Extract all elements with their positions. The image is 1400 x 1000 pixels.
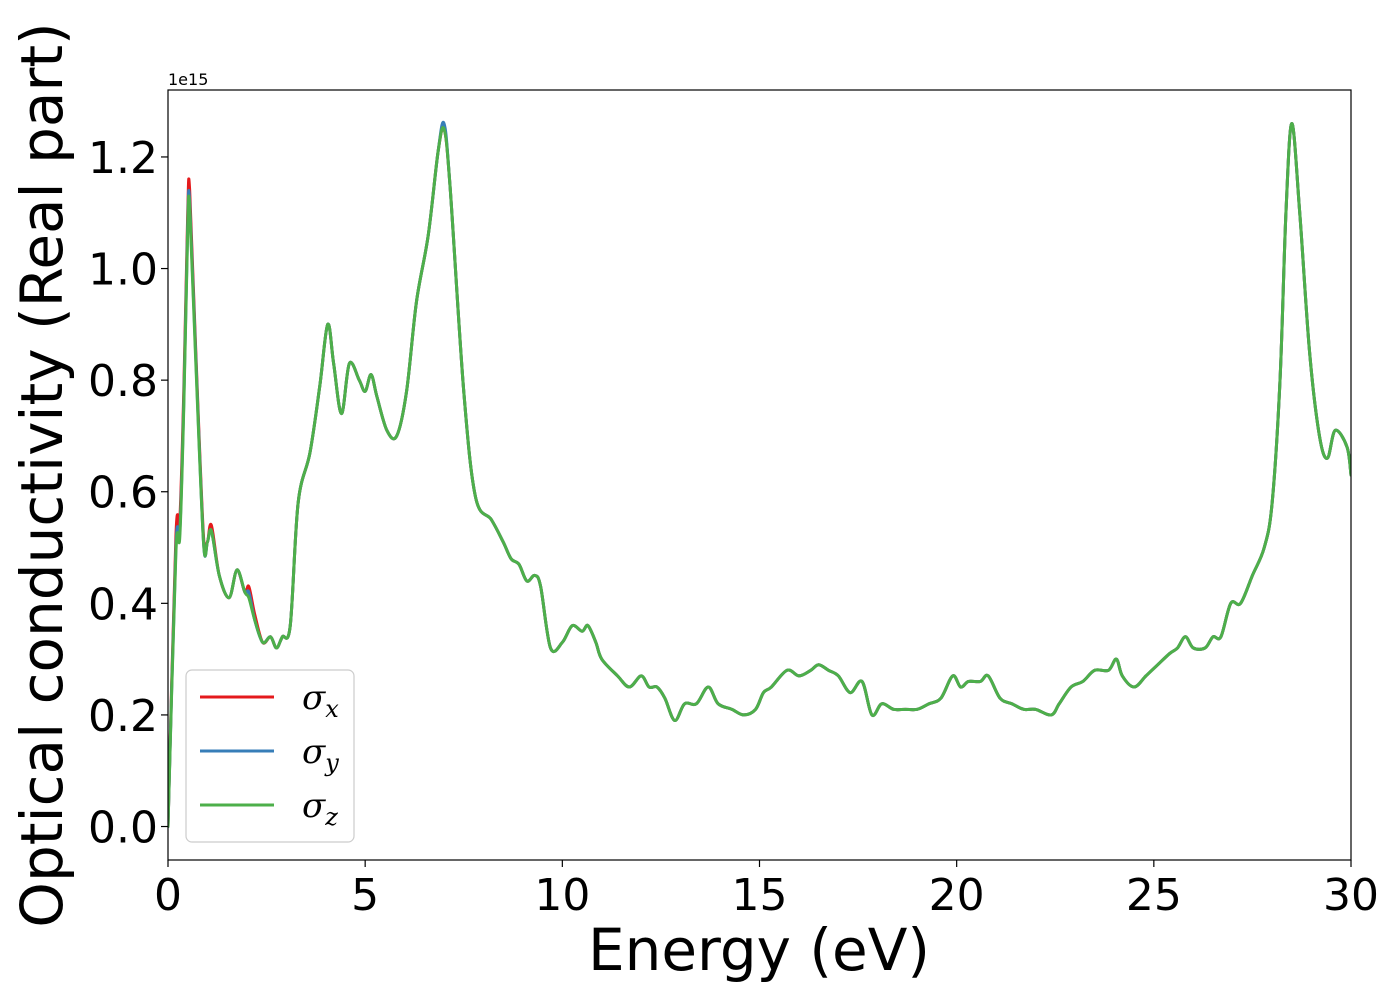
legend-box: [185, 669, 355, 843]
series-line: [168, 121, 1351, 829]
legend-label: σx: [302, 678, 339, 723]
y-tick-label: 0.2: [88, 691, 158, 742]
x-tick-label: 5: [351, 870, 379, 921]
y-tick-label: 1.0: [88, 245, 158, 296]
x-tick-label: 20: [929, 870, 985, 921]
x-tick-label: 30: [1323, 870, 1379, 921]
x-axis: 0 5 10 15 20 25 30: [154, 860, 1379, 921]
y-offset-label: 1e15: [168, 70, 208, 89]
y-tick-label: 0.8: [88, 356, 158, 407]
y-axis: 0.0 0.2 0.4 0.6 0.8 1.0 1.2: [88, 133, 168, 854]
y-tick-label: 0.0: [88, 803, 158, 854]
legend-label: σy: [302, 732, 339, 777]
y-tick-label: 1.2: [88, 133, 158, 184]
legend: σx σy σz: [185, 669, 355, 843]
x-tick-label: 10: [534, 870, 590, 921]
series-layer: [168, 120, 1351, 829]
x-tick-label: 15: [732, 870, 788, 921]
y-axis-label: Optical conductivity (Real part): [8, 22, 76, 927]
x-tick-label: 0: [154, 870, 182, 921]
y-tick-label: 0.4: [88, 579, 158, 630]
legend-label: σz: [302, 786, 338, 831]
y-tick-label: 0.6: [88, 468, 158, 519]
x-axis-label: Energy (eV): [588, 916, 930, 984]
x-tick-label: 25: [1126, 870, 1182, 921]
